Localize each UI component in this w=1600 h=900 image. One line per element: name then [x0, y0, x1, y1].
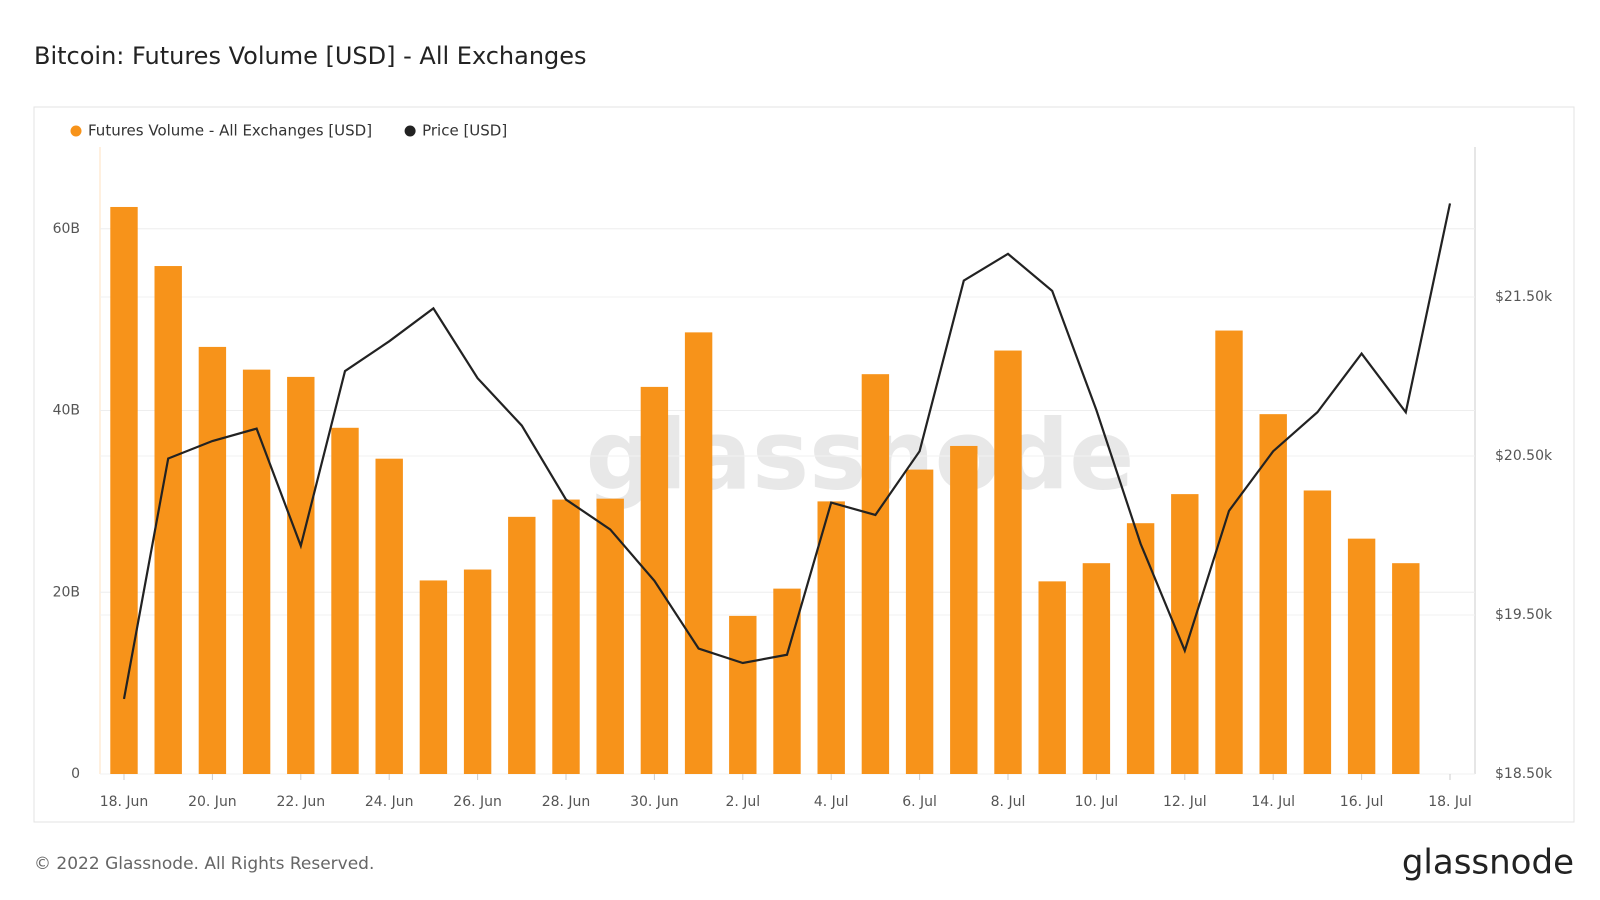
bar [463, 569, 492, 774]
x-tick-label: 16. Jul [1340, 794, 1384, 810]
bar [994, 350, 1022, 774]
bar [331, 427, 359, 774]
bar [375, 458, 403, 774]
x-tick-label: 2. Jul [725, 794, 760, 810]
bar [684, 332, 713, 774]
logo: glassnode [1402, 843, 1574, 883]
bar [419, 580, 448, 774]
x-tick-label: 28. Jun [542, 794, 591, 810]
x-tick-label: 24. Jun [365, 794, 414, 810]
watermark: glassnode [586, 399, 1135, 511]
x-tick-label: 4. Jul [814, 794, 849, 810]
legend-label: Futures Volume - All Exchanges [USD] [88, 122, 372, 140]
bar [1171, 494, 1199, 774]
x-tick-label: 22. Jun [277, 794, 326, 810]
bar [861, 374, 890, 774]
bar [729, 615, 757, 774]
x-tick-label: 14. Jul [1251, 794, 1295, 810]
y-tick-label: 40B [53, 403, 80, 419]
price-line [122, 203, 1452, 700]
bar [1126, 523, 1155, 774]
x-tick-label: 8. Jul [991, 794, 1026, 810]
y2-tick-label: $18.50k [1495, 766, 1553, 782]
bar [596, 498, 624, 774]
bar [1392, 563, 1420, 774]
bar [1303, 490, 1332, 774]
x-tick-label: 18. Jul [1428, 794, 1472, 810]
y-tick-label: 20B [53, 584, 80, 600]
x-tick-label: 6. Jul [902, 794, 937, 810]
chart-title: Bitcoin: Futures Volume [USD] - All Exch… [34, 42, 587, 70]
chart-frame [33, 106, 1575, 823]
x-tick-label: 10. Jul [1075, 794, 1119, 810]
bar [950, 445, 978, 774]
y2-tick-label: $21.50k [1495, 289, 1553, 305]
footer: © 2022 Glassnode. All Rights Reserved. [34, 854, 374, 874]
bar [242, 369, 271, 774]
legend-marker [70, 125, 82, 137]
bar [110, 206, 138, 775]
x-tick-label: 12. Jul [1163, 794, 1207, 810]
y-tick-label: 0 [71, 766, 80, 782]
y2-tick-label: $19.50k [1495, 607, 1553, 623]
bar [905, 469, 934, 774]
bar [1082, 563, 1111, 774]
bar [198, 346, 227, 774]
bar [773, 588, 801, 774]
x-tick-label: 26. Jun [453, 794, 502, 810]
x-tick-label: 18. Jun [100, 794, 149, 810]
x-tick-label: 20. Jun [188, 794, 237, 810]
y-tick-label: 60B [53, 221, 80, 237]
legend-label: Price [USD] [422, 122, 507, 140]
bar [817, 501, 845, 774]
legend-marker [404, 125, 416, 137]
bar [1259, 414, 1287, 774]
bar [1215, 330, 1243, 774]
bar [287, 376, 315, 774]
y2-tick-label: $20.50k [1495, 448, 1553, 464]
bar [508, 516, 536, 774]
bar [154, 266, 182, 774]
x-tick-label: 30. Jun [630, 794, 679, 810]
bar [1038, 581, 1066, 774]
bar [1347, 538, 1376, 774]
bar [552, 499, 580, 774]
